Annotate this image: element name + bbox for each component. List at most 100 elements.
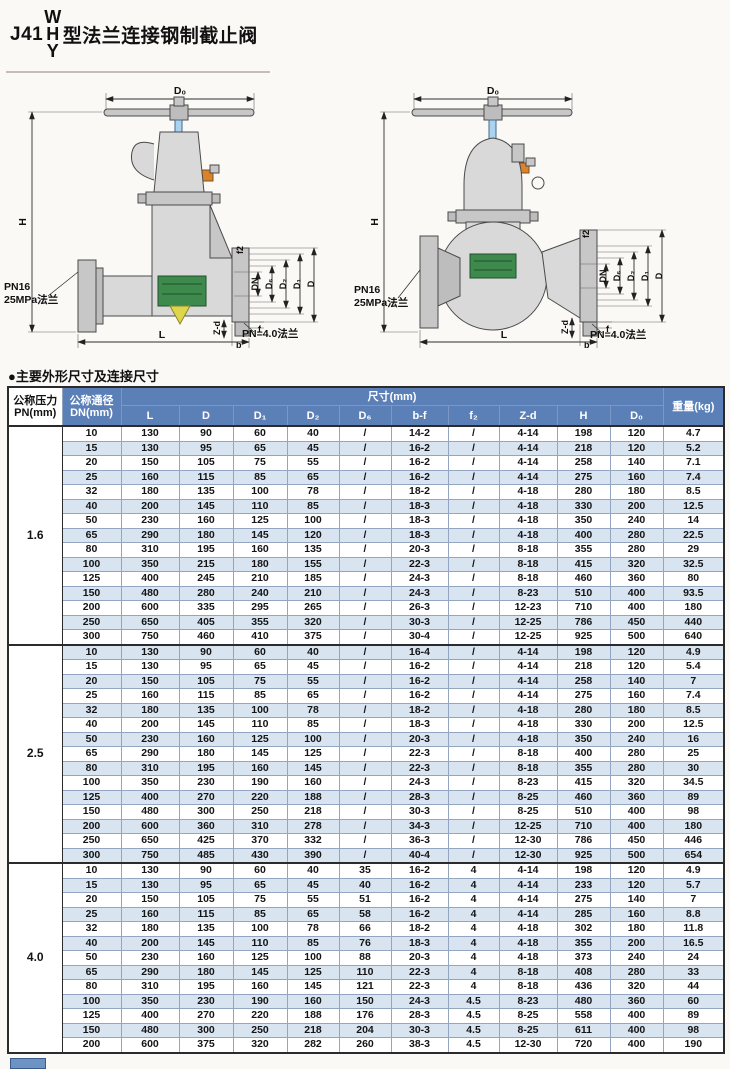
table-cell: 400 [609,1022,664,1038]
table-cell: 485 [178,847,234,864]
table-cell: 330 [556,498,611,514]
table-row: 100 350 230 190 160 150 24-3 4.5 8-23 480 360 60 [8,993,725,1009]
table-cell: 120 [609,862,664,879]
right-flange [579,229,598,323]
table-cell: 220 [232,789,288,805]
table-cell: 400 [609,1037,664,1053]
table-cell: 33 [662,964,725,980]
table-cell: 14-2 [390,425,449,442]
table-cell: 22-3 [390,979,449,995]
table-cell: 24 [662,950,725,966]
table-cell: 188 [286,789,340,805]
table-cell: 650 [120,614,180,630]
table-cell: 4.5 [447,1008,500,1024]
table-cell: / [338,833,392,849]
table-cell: / [338,629,392,645]
table-cell: 30 [662,760,725,776]
table-row: 65 290 180 145 125/22-3/8-18 400 280 25 [8,746,725,762]
table-cell: 275 [556,688,611,704]
table-row: 50 230 160 125 100/18-3/4-18 350 240 14 [8,513,725,529]
table-cell: 400 [609,600,664,616]
table-cell: 65 [61,746,122,762]
table-cell: / [447,425,500,442]
table-cell: 100 [286,731,340,747]
section-heading: ●主要外形尺寸及连接尺寸 [8,369,159,384]
table-cell: 600 [120,600,180,616]
table-cell: 180 [178,964,234,980]
table-cell: 98 [662,1022,725,1038]
table-cell: 4-18 [498,513,558,529]
table-cell: 750 [120,629,180,645]
dim-label-l: L [159,329,166,341]
table-cell: 18-2 [390,702,449,718]
left-flange [419,235,439,329]
table-cell: 85 [232,688,288,704]
table-cell: 135 [178,702,234,718]
table-cell: / [447,688,500,704]
table-row: 20 150 105 75 55 51 16-2 4 4-14 275 140 7 [8,892,725,908]
flange-note-right-label: PN=4.0法兰 [590,328,647,341]
table-cell: / [447,818,500,834]
table-cell: / [447,585,500,601]
table-cell: 78 [286,702,340,718]
table-cell: 34.5 [662,775,725,791]
table-cell: 280 [609,542,664,558]
table-cell: 188 [286,1008,340,1024]
table-row: 80 310 195 160 145 121 22-3 4 8-18 436 320 44 [8,979,725,995]
table-cell: 20-3 [390,950,449,966]
table-cell: / [338,717,392,733]
table-cell: 4-18 [498,484,558,500]
table-cell: 4.9 [662,862,725,879]
table-cell: 275 [556,892,611,908]
table-row: 25 160 115 85 65/16-2/4-14 275 160 7.4 [8,469,725,485]
table-cell: 210 [232,571,288,587]
table-cell: 75 [232,892,288,908]
valve-diagram-left: D₀ H [4,85,318,350]
table-cell: 4-14 [498,455,558,471]
table-cell: 4-18 [498,498,558,514]
table-cell: 410 [232,629,288,645]
table-cell: 25 [61,906,122,922]
next-section-fragment [10,1058,46,1069]
table-cell: 230 [178,993,234,1009]
table-cell: 8-25 [498,789,558,805]
spec-table-body: 1.6 10 130 90 60 40/14-2/4-14 198 120 4.7 15 130 95… [7,425,725,1053]
table-cell: 130 [120,643,180,660]
table-cell: 145 [286,979,340,995]
flange-note-right: PN=4.0法兰 [242,322,299,340]
table-cell: 145 [178,498,234,514]
table-cell: / [338,571,392,587]
table-cell: 22-3 [390,556,449,572]
table-cell: 160 [178,950,234,966]
table-cell: 370 [232,833,288,849]
table-cell: 450 [609,833,664,849]
table-cell: 60 [232,862,288,879]
table-cell: 55 [286,455,340,471]
table-cell: 415 [556,775,611,791]
table-row: 300 750 485 430 390/40-4/12-30 925 500 654 [8,847,725,864]
table-cell: 110 [232,717,288,733]
table-row: 80 310 195 160 145/22-3/8-18 355 280 30 [8,760,725,776]
valve-body [77,204,250,337]
table-cell: / [338,469,392,485]
table-row: 32 180 135 100 78/18-2/4-18 280 180 8.5 [8,484,725,500]
table-cell: 195 [178,542,234,558]
dim-label-h: H [17,218,29,226]
table-cell: / [447,571,500,587]
table-cell: 85 [232,469,288,485]
table-cell: 65 [61,964,122,980]
table-cell: 8-18 [498,556,558,572]
col-header-f2: f₂ [447,405,500,427]
table-cell: 4 [447,921,500,937]
table-cell: 65 [61,527,122,543]
table-cell: / [447,527,500,543]
table-cell: 210 [286,585,340,601]
table-cell: 12-25 [498,629,558,645]
table-row: 200 600 360 310 278/34-3/12-25 710 400 180 [8,818,725,834]
table-cell: 260 [338,1037,392,1053]
table-cell: 240 [609,513,664,529]
table-cell: 130 [120,659,180,675]
bonnet [447,137,539,224]
table-cell: 600 [120,1037,180,1053]
table-cell: 230 [120,731,180,747]
